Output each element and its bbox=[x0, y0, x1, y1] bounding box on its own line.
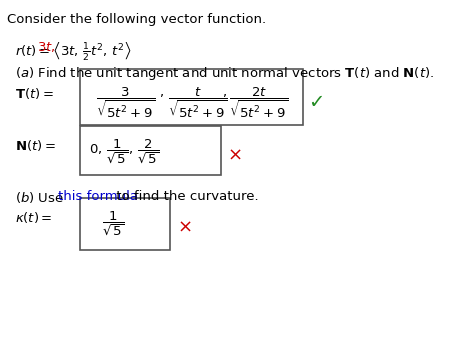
Text: $\dfrac{2t}{\sqrt{5t^2+9}}$: $\dfrac{2t}{\sqrt{5t^2+9}}$ bbox=[229, 86, 288, 120]
Text: this formula: this formula bbox=[58, 190, 137, 203]
Text: $,$: $,$ bbox=[222, 86, 227, 99]
Text: $\dfrac{t}{\sqrt{5t^2+9}}$: $\dfrac{t}{\sqrt{5t^2+9}}$ bbox=[168, 86, 227, 120]
Text: $\times$: $\times$ bbox=[228, 146, 242, 164]
Text: to find the curvature.: to find the curvature. bbox=[112, 190, 258, 203]
Text: $\dfrac{3}{\sqrt{5t^2+9}}$: $\dfrac{3}{\sqrt{5t^2+9}}$ bbox=[96, 86, 156, 120]
Text: $\dfrac{1}{\sqrt{5}}$: $\dfrac{1}{\sqrt{5}}$ bbox=[101, 210, 124, 238]
FancyBboxPatch shape bbox=[80, 126, 221, 175]
Text: $3t,$: $3t,$ bbox=[37, 40, 56, 54]
Text: ✓: ✓ bbox=[308, 93, 325, 112]
Text: $r(t) = \left\langle 3t,\, \frac{1}{2}t^2,\, t^2 \right\rangle$: $r(t) = \left\langle 3t,\, \frac{1}{2}t^… bbox=[16, 40, 133, 62]
Text: $(a)$ Find the unit tangent and unit normal vectors $\mathbf{T}(t)$ and $\mathbf: $(a)$ Find the unit tangent and unit nor… bbox=[16, 65, 435, 82]
FancyBboxPatch shape bbox=[80, 69, 303, 125]
FancyBboxPatch shape bbox=[80, 198, 170, 250]
Text: $,$: $,$ bbox=[159, 86, 164, 99]
Text: $\mathbf{N}(t) = $: $\mathbf{N}(t) = $ bbox=[16, 138, 56, 153]
Text: $(b)$ Use: $(b)$ Use bbox=[16, 190, 65, 205]
Text: $0,\,\dfrac{1}{\sqrt{5}},\,\dfrac{2}{\sqrt{5}}$: $0,\,\dfrac{1}{\sqrt{5}},\,\dfrac{2}{\sq… bbox=[89, 138, 159, 166]
Text: $\times$: $\times$ bbox=[176, 218, 191, 236]
Text: Consider the following vector function.: Consider the following vector function. bbox=[7, 13, 266, 26]
Text: $\mathbf{T}(t) = $: $\mathbf{T}(t) = $ bbox=[16, 86, 55, 101]
Text: $\kappa(t) = $: $\kappa(t) = $ bbox=[16, 210, 53, 225]
